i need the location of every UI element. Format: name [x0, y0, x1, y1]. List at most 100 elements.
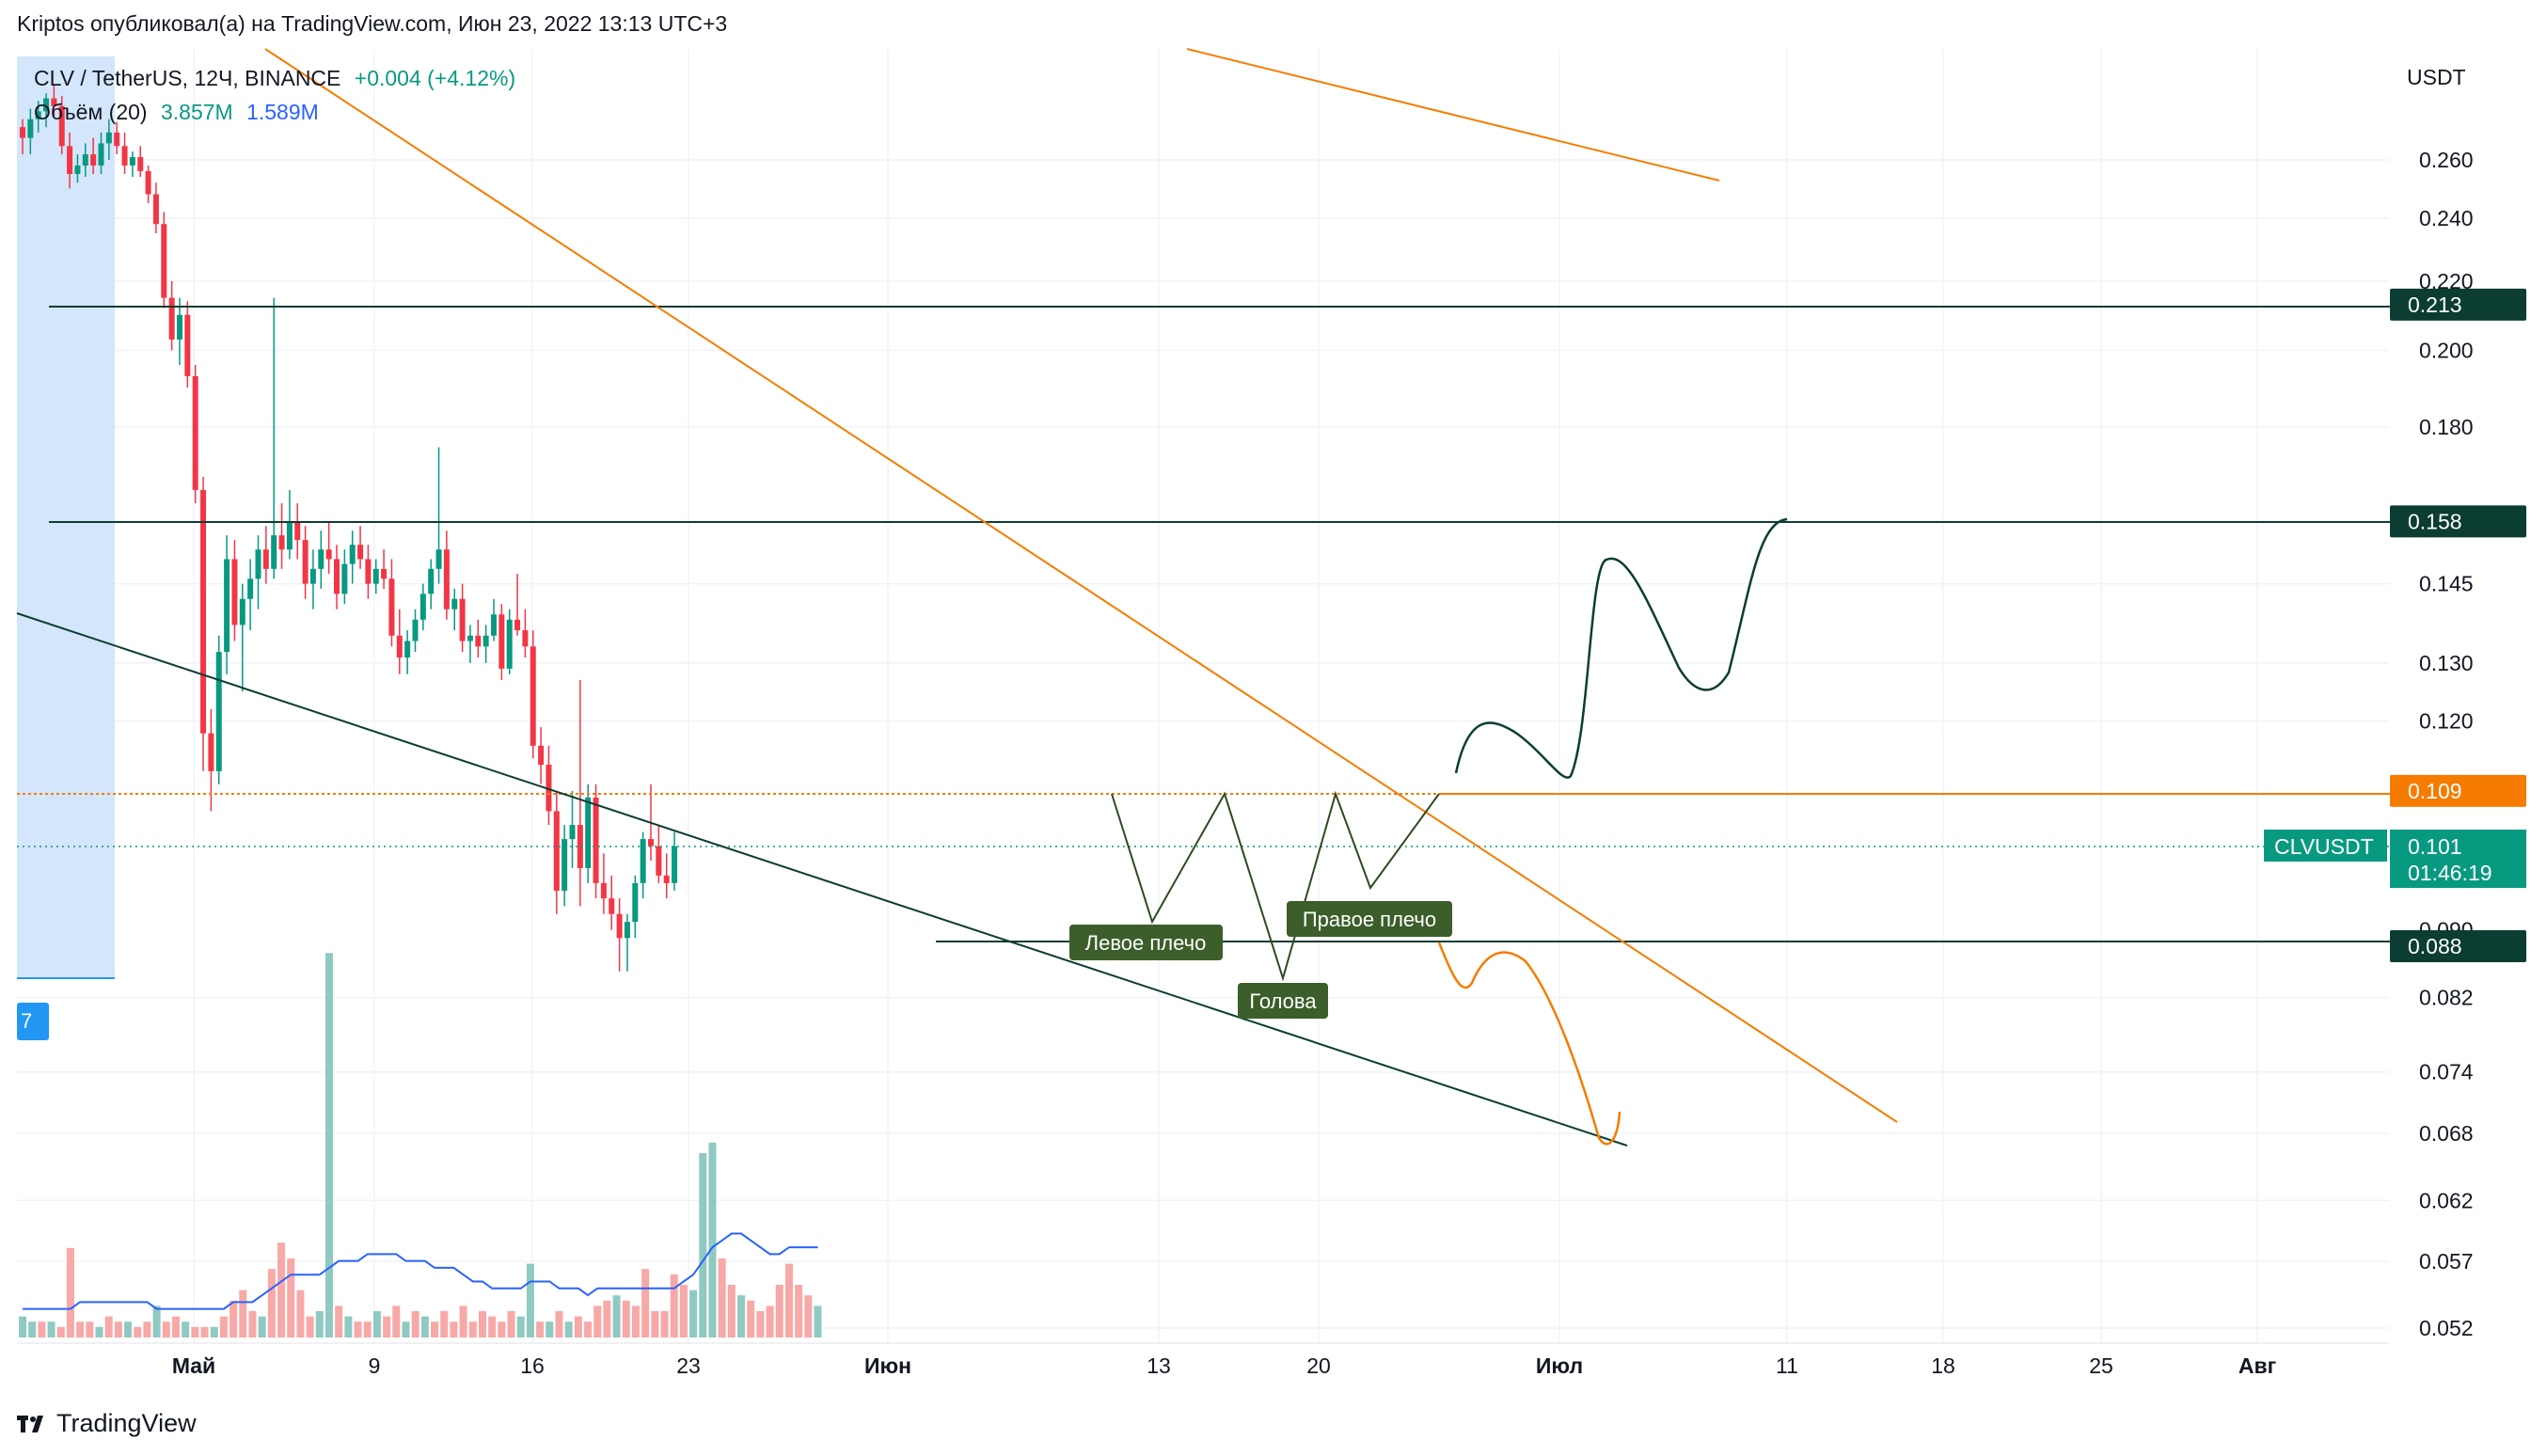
candle-body: [200, 489, 207, 734]
candle-body: [58, 105, 65, 147]
volume-bar: [124, 1321, 133, 1337]
volume-bar: [306, 1316, 314, 1337]
volume-bar: [191, 1326, 199, 1337]
volume-bar: [727, 1285, 736, 1337]
orange-upper-trendline[interactable]: [1186, 48, 1720, 182]
candle-body: [412, 619, 419, 641]
volume-bar: [86, 1321, 94, 1337]
tradingview-logo[interactable]: TradingView: [17, 1409, 197, 1438]
volume-bar: [152, 1306, 161, 1337]
volume-bar: [593, 1306, 602, 1337]
volume-bar: [516, 1316, 525, 1337]
time-axis[interactable]: Май 9 16 23 Июн 13 20 Июл 11 18 25 Авг: [172, 1353, 2276, 1378]
volume-bar: [296, 1290, 305, 1337]
candle-body: [483, 635, 489, 647]
symbol-price-tag[interactable]: CLVUSDT 0.101 01:46:19: [2264, 830, 2526, 888]
time-tick-label: Авг: [2239, 1353, 2276, 1378]
candle-body: [20, 127, 25, 138]
dark-support-trendline[interactable]: [16, 612, 1628, 1147]
price-tag-bg: [2390, 930, 2526, 963]
volume-bar: [689, 1290, 698, 1337]
volume-bar: [766, 1306, 774, 1337]
bearish-projection-path[interactable]: [1437, 942, 1622, 1146]
candle-body: [43, 98, 50, 112]
volume-label: Объём (20): [34, 100, 148, 124]
candle-body: [640, 839, 646, 883]
countdown-text: 01:46:19: [2408, 861, 2492, 885]
volume-bar: [200, 1326, 209, 1337]
time-tick-label: 11: [1776, 1353, 1798, 1378]
volume-bar: [229, 1300, 238, 1337]
price-tag-bg: [2390, 288, 2526, 321]
volume-bar: [564, 1321, 573, 1337]
published-header: Kriptos опубликовал(а) на TradingView.co…: [17, 11, 728, 36]
volume-bar: [814, 1306, 822, 1337]
candle-body: [553, 811, 560, 891]
volume-bar: [459, 1306, 467, 1337]
time-tick-label: 20: [1306, 1353, 1331, 1378]
candle-body: [569, 825, 576, 840]
price-tick-label: 0.052: [2419, 1316, 2474, 1340]
candle-body: [239, 598, 245, 625]
candle-body: [577, 825, 583, 868]
price-axis[interactable]: USDT 0.2600.2400.2200.2000.1800.1450.130…: [2407, 65, 2474, 1340]
time-tick-label: 23: [676, 1353, 701, 1378]
candle-body: [349, 545, 356, 564]
candle-body: [428, 568, 435, 594]
volume-bar: [795, 1285, 803, 1337]
volume-bar: [536, 1321, 545, 1337]
candle-body: [137, 157, 144, 171]
candle-body: [294, 521, 301, 541]
volume-bar: [239, 1290, 247, 1337]
volume-bar: [498, 1321, 506, 1337]
candle-body: [177, 314, 182, 340]
candle-body: [372, 568, 379, 584]
price-tick-label: 0.062: [2419, 1188, 2474, 1212]
volume-bar: [431, 1321, 439, 1337]
candle-body: [435, 549, 442, 569]
time-tick-label: 25: [2089, 1353, 2113, 1378]
left-shoulder-label[interactable]: Левое плечо: [1069, 925, 1223, 960]
volume-bar: [258, 1316, 266, 1337]
volume-legend[interactable]: Объём (20) 3.857M 1.589M: [34, 100, 326, 125]
right-shoulder-text: Правое плечо: [1303, 908, 1436, 931]
bullish-projection-path[interactable]: [1454, 517, 1788, 779]
candle-body: [35, 111, 41, 119]
volume-bar: [699, 1153, 707, 1337]
volume-bar: [440, 1311, 449, 1337]
candle-body: [404, 641, 411, 657]
volume-bar: [56, 1326, 65, 1337]
price-tick-label: 0.180: [2419, 415, 2474, 439]
price-tick-label: 0.240: [2419, 206, 2474, 230]
orange-descending-trendline[interactable]: [264, 48, 1898, 1123]
candle-body: [498, 614, 505, 669]
volume-bar: [584, 1321, 593, 1337]
right-shoulder-label[interactable]: Правое плечо: [1287, 901, 1452, 937]
alert-badge[interactable]: 7: [17, 1003, 49, 1040]
symbol-legend[interactable]: CLV / TetherUS, 12Ч, BINANCE +0.004 (+4.…: [34, 66, 523, 91]
candle-body: [309, 568, 316, 584]
volume-bar: [411, 1311, 419, 1337]
head-shoulders-pattern-line[interactable]: [1111, 790, 1440, 982]
head-label[interactable]: Голова: [1238, 983, 1328, 1019]
candle-body: [419, 593, 426, 620]
candle-body: [443, 549, 450, 609]
volume-bar: [747, 1300, 755, 1337]
candle-body: [27, 119, 34, 138]
volume-bar: [718, 1258, 726, 1337]
volume-bar: [47, 1321, 55, 1337]
candle-body: [325, 549, 332, 560]
candle-body: [318, 549, 324, 569]
volume-bar: [737, 1295, 746, 1337]
volume-bar: [708, 1142, 717, 1337]
price-tags: 0.213 0.158 0.109 0.088: [2390, 288, 2526, 963]
volume-bar: [641, 1269, 650, 1337]
volume-bar: [363, 1321, 372, 1337]
volume-bar: [555, 1311, 563, 1337]
candle-body: [396, 635, 403, 657]
candle-body: [302, 540, 308, 584]
volume-bar: [95, 1326, 103, 1337]
candle-body: [105, 132, 112, 144]
candle-body: [467, 635, 473, 641]
